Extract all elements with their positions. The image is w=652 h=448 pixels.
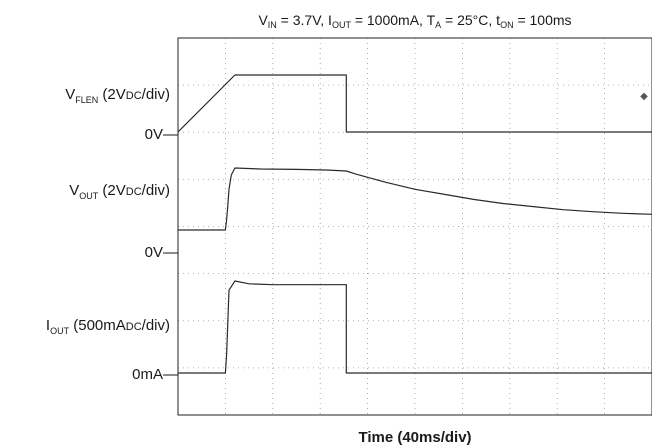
trace-vflen (177, 74, 652, 133)
plot-frame (177, 37, 652, 416)
marker-glyph: ◆ (640, 91, 648, 102)
chart-title: VIN = 3.7V, IOUT = 1000mA, TA = 25°C, tO… (258, 12, 571, 30)
trace-vout (178, 167, 652, 231)
x-axis-label: Time (40ms/div) (358, 429, 471, 446)
channel-label-vout: VOUT (2VDC/div) (69, 182, 170, 201)
traces (177, 74, 652, 374)
channel-label-iout: IOUT (500mADC/div) (46, 317, 170, 336)
channel-label-vflen: VFLEN (2VDC/div) (65, 86, 170, 105)
zero-label-vflen: 0V— (145, 126, 178, 143)
trace-iout (178, 280, 652, 374)
graticule (178, 38, 652, 415)
zero-label-iout: 0mA— (132, 366, 178, 383)
zero-label-vout: 0V— (145, 244, 178, 261)
